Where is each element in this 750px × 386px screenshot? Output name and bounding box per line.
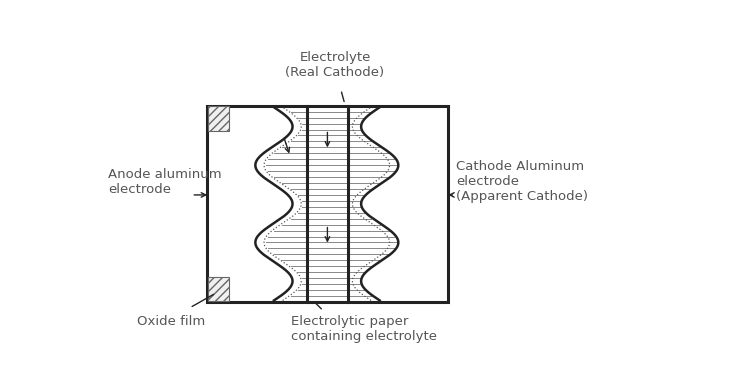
Text: Cathode Aluminum
electrode
(Apparent Cathode): Cathode Aluminum electrode (Apparent Cat… [456,160,588,203]
Bar [209,107,229,131]
Text: Anode aluminum
electrode: Anode aluminum electrode [108,168,222,196]
Text: Electrolytic paper
containing electrolyte: Electrolytic paper containing electrolyt… [291,315,437,343]
Bar [209,277,229,301]
Bar [207,106,448,302]
Text: Oxide film: Oxide film [137,315,206,328]
Text: Electrolyte
(Real Cathode): Electrolyte (Real Cathode) [286,51,385,79]
